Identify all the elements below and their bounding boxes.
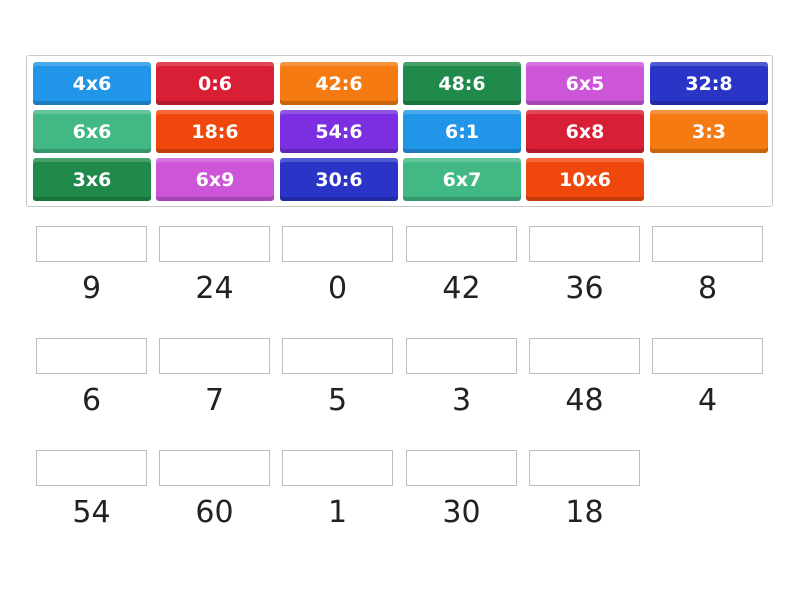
answer-label: 36 — [565, 271, 604, 306]
draggable-tile[interactable]: 6x7 — [403, 158, 521, 201]
drop-slot[interactable] — [529, 338, 640, 374]
answer-label: 48 — [565, 383, 604, 418]
drop-slot[interactable] — [406, 450, 517, 486]
answer-label: 8 — [697, 271, 718, 306]
draggable-tile[interactable]: 54:6 — [280, 110, 398, 153]
draggable-tile[interactable]: 3x6 — [33, 158, 151, 201]
answer-label: 42 — [442, 271, 481, 306]
answer-label: 60 — [195, 495, 234, 530]
answer-label: 3 — [451, 383, 472, 418]
answer-label: 18 — [565, 495, 604, 530]
answer-label: 24 — [195, 271, 234, 306]
drop-slot[interactable] — [159, 338, 270, 374]
answer-label: 9 — [81, 271, 102, 306]
draggable-tile[interactable]: 18:6 — [156, 110, 274, 153]
drop-slot[interactable] — [159, 226, 270, 262]
draggable-tile[interactable]: 6x9 — [156, 158, 274, 201]
draggable-tile[interactable]: 48:6 — [403, 62, 521, 105]
answer-label: 7 — [204, 383, 225, 418]
drop-slot[interactable] — [159, 450, 270, 486]
draggable-tile[interactable]: 6x6 — [33, 110, 151, 153]
drop-slot[interactable] — [406, 226, 517, 262]
answer-label: 54 — [72, 495, 111, 530]
drop-slot[interactable] — [529, 450, 640, 486]
answer-label: 30 — [442, 495, 481, 530]
drop-slot[interactable] — [529, 226, 640, 262]
draggable-tile[interactable]: 6:1 — [403, 110, 521, 153]
answer-label: 6 — [81, 383, 102, 418]
drop-slot[interactable] — [282, 338, 393, 374]
draggable-tile[interactable]: 6x5 — [526, 62, 644, 105]
drop-slot[interactable] — [406, 338, 517, 374]
draggable-tile[interactable]: 4x6 — [33, 62, 151, 105]
draggable-tile[interactable]: 42:6 — [280, 62, 398, 105]
drop-slot[interactable] — [282, 226, 393, 262]
answer-label: 4 — [697, 383, 718, 418]
draggable-tile[interactable]: 32:8 — [650, 62, 768, 105]
tile-tray — [26, 55, 773, 207]
answer-label: 0 — [327, 271, 348, 306]
answer-label: 5 — [327, 383, 348, 418]
drop-slot[interactable] — [282, 450, 393, 486]
draggable-tile[interactable]: 10x6 — [526, 158, 644, 201]
answer-label: 1 — [327, 495, 348, 530]
drop-slot[interactable] — [36, 226, 147, 262]
drop-slot[interactable] — [36, 338, 147, 374]
draggable-tile[interactable]: 3:3 — [650, 110, 768, 153]
drop-slot[interactable] — [36, 450, 147, 486]
draggable-tile[interactable]: 0:6 — [156, 62, 274, 105]
drop-slot[interactable] — [652, 226, 763, 262]
draggable-tile[interactable]: 30:6 — [280, 158, 398, 201]
drop-slot[interactable] — [652, 338, 763, 374]
draggable-tile[interactable]: 6x8 — [526, 110, 644, 153]
